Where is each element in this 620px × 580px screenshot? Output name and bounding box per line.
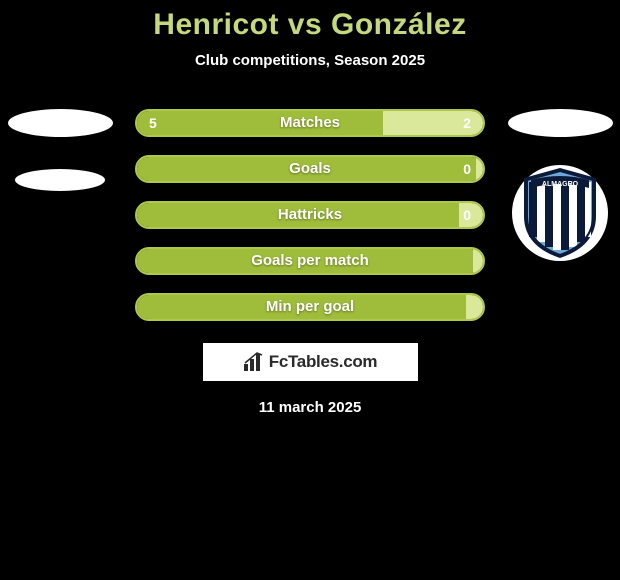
bar-label: Matches — [137, 111, 483, 135]
stat-bar-hattricks: Hattricks0 — [135, 201, 485, 229]
stat-bar-goals: Goals0 — [135, 155, 485, 183]
left-ellipse-large — [8, 109, 113, 137]
date-text: 11 march 2025 — [0, 399, 620, 416]
right-ellipse-large — [508, 109, 613, 137]
fctables-logo-box: FcTables.com — [203, 343, 418, 381]
comparison-area: ALMAGRO Matches52Goals0Hattricks0Goals p… — [0, 109, 620, 321]
bar-label: Hattricks — [137, 203, 483, 227]
stat-bar-goals-per-match: Goals per match — [135, 247, 485, 275]
left-player-badge-col — [0, 109, 120, 191]
bar-label: Goals per match — [137, 249, 483, 273]
bar-value-right: 2 — [463, 111, 471, 135]
stat-bar-matches: Matches5 2 — [135, 109, 485, 137]
fctables-logo-text: FcTables.com — [269, 352, 378, 372]
subtitle: Club competitions, Season 2025 — [0, 52, 620, 69]
bar-value-left: 5 — [149, 111, 157, 135]
bar-value-right: 0 — [463, 157, 471, 181]
page-title: Henricot vs González — [0, 0, 620, 42]
club-crest: ALMAGRO — [512, 165, 608, 261]
crest-text: ALMAGRO — [542, 181, 579, 188]
stat-bars: Matches52Goals0Hattricks0Goals per match… — [135, 109, 485, 321]
bar-label: Min per goal — [137, 295, 483, 319]
shield-icon: ALMAGRO — [521, 168, 599, 258]
left-ellipse-small — [15, 169, 105, 191]
bar-label: Goals — [137, 157, 483, 181]
bar-value-right: 0 — [463, 203, 471, 227]
stat-bar-min-per-goal: Min per goal — [135, 293, 485, 321]
bars-icon — [243, 352, 265, 372]
right-player-badge-col: ALMAGRO — [500, 109, 620, 137]
